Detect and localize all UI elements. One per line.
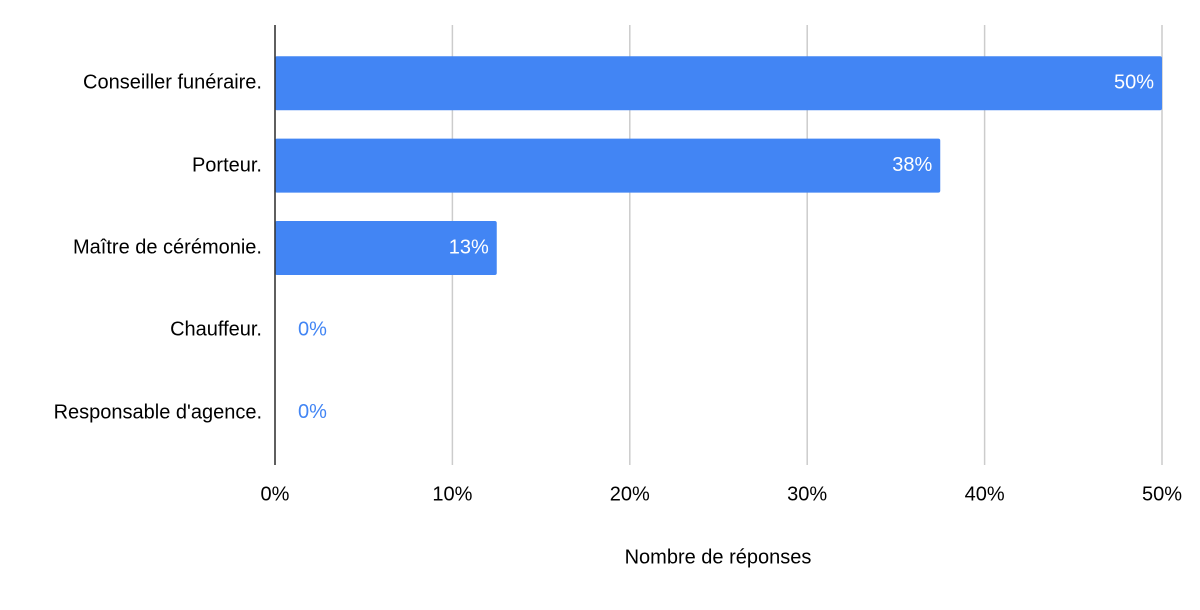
bar: [275, 56, 1162, 111]
y-tick-label: Chauffeur.: [170, 318, 262, 341]
x-tick-label: 30%: [787, 483, 827, 505]
value-label: 38%: [892, 154, 932, 176]
y-tick-label: Responsable d'agence.: [53, 401, 262, 424]
y-tick-label: Maître de cérémonie.: [73, 236, 262, 259]
y-tick-label: Conseiller funéraire.: [83, 71, 262, 94]
bar: [275, 221, 497, 275]
x-tick-label: 10%: [432, 483, 472, 505]
x-tick-label: 40%: [965, 483, 1005, 505]
value-label: 0%: [298, 319, 327, 341]
x-tick-label: 20%: [610, 483, 650, 505]
bar: [275, 138, 941, 193]
x-tick-label: 50%: [1142, 483, 1182, 505]
value-label: 50%: [1114, 71, 1154, 93]
value-label: 13%: [449, 236, 489, 258]
x-tick-label: 0%: [261, 483, 290, 505]
value-label: 0%: [298, 401, 327, 423]
y-tick-label: Porteur.: [191, 154, 262, 177]
x-axis-title: Nombre de réponses: [625, 546, 812, 568]
